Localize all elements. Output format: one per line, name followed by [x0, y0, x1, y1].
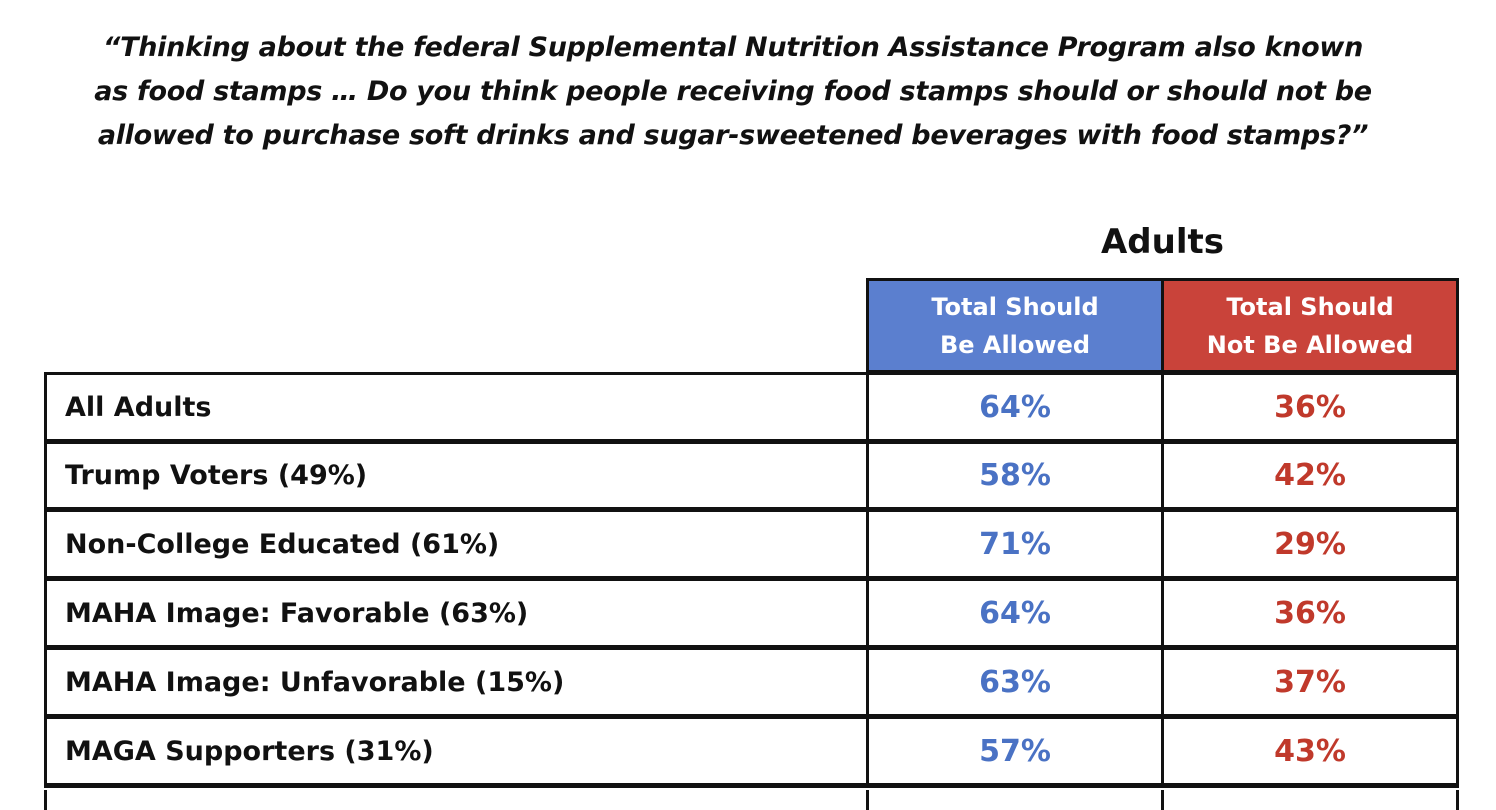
column-divider [1161, 790, 1164, 810]
row-label: MAHA Image: Favorable (63%) [65, 597, 529, 629]
table-row: MAHA Image: Unfavorable (15%) 63% 37% [44, 647, 1459, 719]
column-divider [1161, 509, 1164, 581]
row-label: Non-College Educated (61%) [65, 528, 500, 560]
column-divider [866, 647, 869, 719]
value-should-not-be-allowed: 37% [1274, 664, 1346, 700]
column-header-line: Be Allowed [939, 330, 1091, 359]
value-should-not-be-allowed: 36% [1274, 389, 1346, 425]
column-divider [866, 716, 869, 788]
value-should-be-allowed: 64% [979, 595, 1051, 631]
column-divider [1161, 716, 1164, 788]
column-header-line: Total Should [1226, 292, 1394, 321]
row-label: All Adults [65, 391, 212, 423]
value-should-not-be-allowed: 29% [1274, 526, 1346, 562]
value-should-not-be-allowed: 43% [1274, 733, 1346, 769]
column-divider [866, 509, 869, 581]
column-header-line: Not Be Allowed [1206, 330, 1414, 359]
column-divider [866, 790, 869, 810]
column-header-should-not-be-allowed: Total Should Not Be Allowed [1161, 278, 1459, 373]
column-header-line: Total Should [931, 292, 1099, 321]
value-should-not-be-allowed: 36% [1274, 595, 1346, 631]
value-should-be-allowed: 58% [979, 457, 1051, 493]
value-should-be-allowed: 64% [979, 389, 1051, 425]
question-line-3: allowed to purchase soft drinks and suga… [97, 120, 1369, 151]
column-divider [1161, 440, 1164, 512]
question-line-1: “Thinking about the federal Supplemental… [102, 32, 1364, 63]
column-divider [866, 578, 869, 650]
column-divider [1161, 647, 1164, 719]
table-row: All Adults 64% 36% [44, 372, 1459, 444]
column-divider [866, 440, 869, 512]
group-title: Adults [1100, 222, 1224, 262]
question-line-2: as food stamps … Do you think people rec… [94, 76, 1372, 107]
value-should-be-allowed: 57% [979, 733, 1051, 769]
survey-question: “Thinking about the federal Supplemental… [20, 26, 1446, 158]
table-row: Trump Voters (49%) 58% 42% [44, 440, 1459, 512]
table-row: MAGA Supporters (31%) 57% 43% [44, 716, 1459, 788]
value-should-not-be-allowed: 42% [1274, 457, 1346, 493]
column-divider [1161, 578, 1164, 650]
value-should-be-allowed: 71% [979, 526, 1051, 562]
row-label: MAHA Image: Unfavorable (15%) [65, 666, 565, 698]
row-label: MAGA Supporters (31%) [65, 735, 434, 767]
row-label: Trump Voters (49%) [65, 459, 368, 491]
table-row: Non-College Educated (61%) 71% 29% [44, 509, 1459, 581]
table-row-partial [44, 790, 1459, 810]
value-should-be-allowed: 63% [979, 664, 1051, 700]
column-header-should-be-allowed: Total Should Be Allowed [866, 278, 1164, 373]
column-divider [866, 372, 869, 444]
column-divider [1161, 372, 1164, 444]
table-row: MAHA Image: Favorable (63%) 64% 36% [44, 578, 1459, 650]
